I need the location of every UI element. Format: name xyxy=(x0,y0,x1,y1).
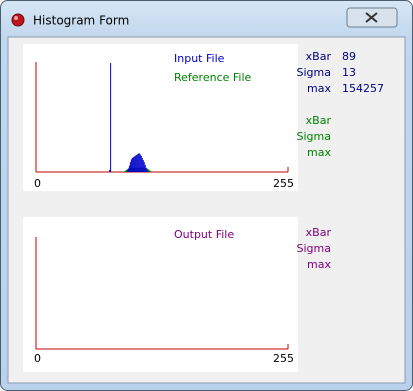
stat-label: Sigma xyxy=(297,66,331,79)
x-tick-label: 255 xyxy=(273,177,294,190)
histogram-bar xyxy=(141,157,143,172)
x-tick-label: 255 xyxy=(273,352,294,365)
input-plot-panel xyxy=(23,44,298,191)
histogram-bar xyxy=(124,170,126,172)
stat-label: Sigma xyxy=(297,130,331,143)
histogram-bar xyxy=(132,157,134,172)
histogram-bar xyxy=(144,164,146,172)
stat-label: max xyxy=(307,82,331,95)
legend-entry: Input File xyxy=(174,52,225,65)
histogram-bar xyxy=(131,157,133,172)
histogram-bar xyxy=(125,169,127,172)
histogram-bar xyxy=(140,155,142,172)
histogram-bar xyxy=(137,153,139,172)
histogram-bar xyxy=(139,154,141,172)
stat-value: 89 xyxy=(342,50,356,63)
window-icon xyxy=(11,13,25,27)
histogram-bar xyxy=(147,169,149,172)
histogram-bar xyxy=(136,154,138,172)
histogram-bar xyxy=(127,168,129,172)
x-tick-label: 0 xyxy=(34,352,41,365)
histogram-bar xyxy=(150,171,152,172)
histogram-bar xyxy=(135,155,137,172)
stat-label: max xyxy=(307,146,331,159)
stat-label: Sigma xyxy=(297,242,331,255)
histogram-bar xyxy=(128,165,130,172)
histogram-bar xyxy=(145,167,147,172)
stat-label: xBar xyxy=(306,114,332,127)
x-tick-label: 0 xyxy=(34,177,41,190)
stat-label: max xyxy=(307,258,331,271)
histogram-bar xyxy=(129,162,131,172)
stat-label: xBar xyxy=(306,50,332,63)
histogram-bar xyxy=(142,160,144,172)
histogram-bar xyxy=(110,63,112,173)
histogram-bar xyxy=(146,169,148,172)
histogram-bar xyxy=(134,155,136,172)
histogram-bar xyxy=(143,162,145,172)
output-plot-title: Output File xyxy=(174,228,234,241)
plots: 0 255 Input File Reference File 0 255 Output F… xyxy=(34,50,384,365)
histogram-bar xyxy=(138,153,140,172)
histogram-bar xyxy=(126,170,128,172)
legend-entry: Reference File xyxy=(174,71,252,84)
histogram-bar xyxy=(130,159,132,172)
histogram-bar xyxy=(123,171,125,172)
stat-value: 154257 xyxy=(342,82,384,95)
histogram-bar xyxy=(148,169,150,172)
output-plot-panel xyxy=(23,217,298,372)
window-title: Histogram Form xyxy=(33,14,129,28)
window-icon-shine xyxy=(14,16,18,20)
histogram-bar xyxy=(149,170,151,172)
histogram-bar xyxy=(133,156,135,172)
histogram-bar xyxy=(109,169,111,172)
histogram-bar xyxy=(126,169,128,172)
stat-value: 13 xyxy=(342,66,356,79)
close-icon xyxy=(365,12,378,23)
histogram-bar xyxy=(147,171,149,172)
stat-label: xBar xyxy=(306,226,332,239)
